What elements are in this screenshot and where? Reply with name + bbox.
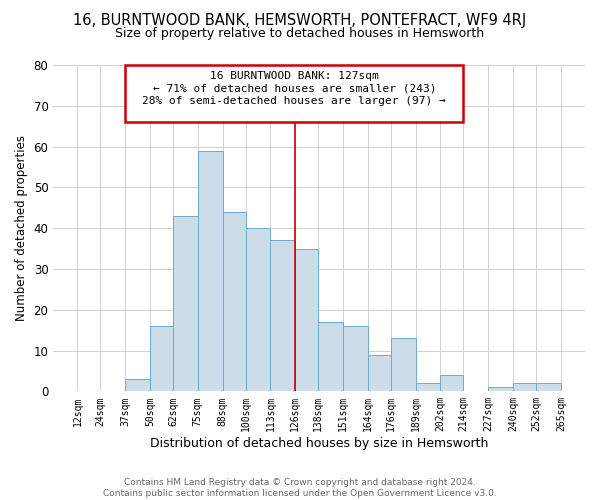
- Text: 16 BURNTWOOD BANK: 127sqm: 16 BURNTWOOD BANK: 127sqm: [210, 71, 379, 81]
- Bar: [343, 326, 368, 392]
- Bar: [536, 383, 561, 392]
- Text: Size of property relative to detached houses in Hemsworth: Size of property relative to detached ho…: [115, 28, 485, 40]
- Bar: [173, 216, 198, 392]
- Text: Contains HM Land Registry data © Crown copyright and database right 2024.
Contai: Contains HM Land Registry data © Crown c…: [103, 478, 497, 498]
- Bar: [440, 375, 463, 392]
- Bar: [488, 388, 513, 392]
- X-axis label: Distribution of detached houses by size in Hemsworth: Distribution of detached houses by size …: [150, 437, 488, 450]
- Bar: [513, 383, 536, 392]
- Text: 28% of semi-detached houses are larger (97) →: 28% of semi-detached houses are larger (…: [142, 96, 446, 106]
- Text: ← 71% of detached houses are smaller (243): ← 71% of detached houses are smaller (24…: [152, 84, 436, 94]
- FancyBboxPatch shape: [125, 65, 463, 122]
- Bar: [271, 240, 295, 392]
- Bar: [198, 150, 223, 392]
- Bar: [295, 248, 318, 392]
- Bar: [150, 326, 173, 392]
- Bar: [391, 338, 416, 392]
- Bar: [368, 354, 391, 392]
- Y-axis label: Number of detached properties: Number of detached properties: [15, 135, 28, 321]
- Bar: [223, 212, 245, 392]
- Bar: [318, 322, 343, 392]
- Bar: [245, 228, 271, 392]
- Bar: [125, 379, 150, 392]
- Bar: [416, 383, 440, 392]
- Text: 16, BURNTWOOD BANK, HEMSWORTH, PONTEFRACT, WF9 4RJ: 16, BURNTWOOD BANK, HEMSWORTH, PONTEFRAC…: [73, 12, 527, 28]
